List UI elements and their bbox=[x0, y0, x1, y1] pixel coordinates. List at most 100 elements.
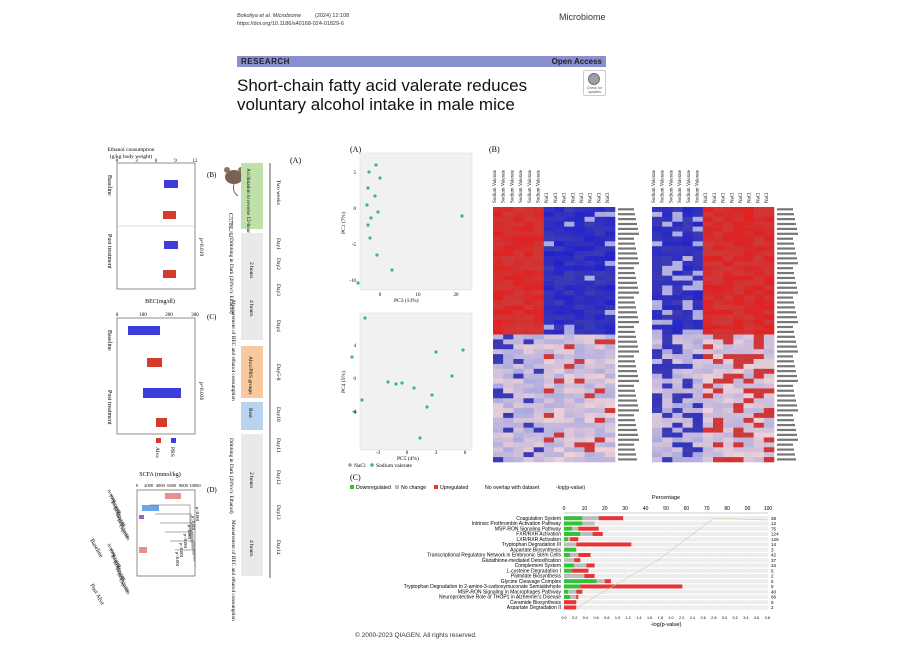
heatmap-cell bbox=[723, 295, 734, 301]
heatmap-cell bbox=[503, 309, 514, 316]
heatmap-cell bbox=[763, 207, 775, 213]
heatmap-cell bbox=[702, 295, 714, 301]
heatmap-cell bbox=[554, 329, 565, 335]
heatmap-cell bbox=[723, 339, 734, 345]
heatmap-cell bbox=[763, 359, 775, 365]
heatmap-cell bbox=[753, 241, 765, 247]
heatmap-cell bbox=[692, 329, 704, 335]
bar-nochange bbox=[564, 558, 575, 563]
heatmap-cell bbox=[733, 393, 744, 399]
heatmap-cell bbox=[584, 280, 595, 286]
logp-tick: 1.2 bbox=[626, 616, 631, 620]
heatmap-cell bbox=[682, 285, 693, 291]
heatmap-cell bbox=[564, 457, 575, 463]
heatmap-cell bbox=[733, 226, 744, 232]
heatmap-cell bbox=[652, 378, 663, 384]
heatmap-cell bbox=[682, 246, 693, 252]
heatmap-row-label bbox=[777, 389, 794, 392]
heatmap-cell bbox=[523, 305, 534, 311]
heatmap-cell bbox=[662, 309, 673, 316]
heatmap-cell bbox=[713, 417, 724, 424]
heatmap-cell bbox=[763, 285, 775, 291]
heatmap-cell bbox=[733, 260, 744, 267]
heatmap-cell bbox=[743, 359, 754, 365]
heatmap-cell bbox=[604, 427, 616, 433]
header-doi[interactable]: https://doi.org/10.1186/s40168-024-01829… bbox=[237, 21, 344, 27]
mouse-icon bbox=[224, 167, 244, 197]
heatmap-cell bbox=[604, 403, 616, 409]
pathway-track bbox=[564, 605, 768, 610]
heatmap-row-label bbox=[618, 370, 637, 373]
heatmap-cell bbox=[574, 408, 585, 414]
d-group-baseline: Baseline bbox=[88, 538, 104, 559]
groups-text: Alva/PBS groups bbox=[247, 356, 253, 394]
heatmap-cell bbox=[584, 447, 595, 453]
heatmap-cell bbox=[604, 290, 616, 296]
heatmap-cell bbox=[513, 241, 524, 247]
bar-upregulated bbox=[564, 600, 577, 605]
heatmap-cell bbox=[493, 290, 504, 296]
b-box-post-alva bbox=[163, 270, 176, 278]
pathway-count: 37 bbox=[771, 558, 777, 563]
pathway-name: Tryptophan Degradation III bbox=[502, 542, 561, 548]
heatmap-cell bbox=[743, 432, 754, 438]
heatmap-row-label bbox=[618, 242, 635, 245]
heatmap-row-label bbox=[777, 306, 795, 309]
heatmap-cell bbox=[564, 368, 575, 375]
heatmap-cell bbox=[763, 256, 775, 262]
heatmap-cell bbox=[513, 324, 524, 330]
heatmap-row-label bbox=[777, 242, 794, 245]
heatmap-panel-label: (B) bbox=[489, 145, 500, 154]
heatmap-cell bbox=[702, 388, 714, 394]
heatmap-cell bbox=[594, 408, 606, 414]
heatmap-cell bbox=[503, 260, 514, 267]
heatmap-cell bbox=[513, 246, 524, 252]
heatmap-cell bbox=[662, 403, 673, 409]
heatmap-cell bbox=[702, 403, 714, 409]
heatmap-cell bbox=[533, 319, 545, 325]
heatmap-cell bbox=[533, 226, 545, 232]
legend-logp: -log(p-value) bbox=[556, 485, 585, 491]
heatmap-cell bbox=[753, 398, 765, 404]
pca-top-xtick: 20 bbox=[454, 293, 460, 298]
heatmap-right-row-labels bbox=[777, 208, 798, 461]
pathway-name: Complement System bbox=[515, 563, 561, 569]
heatmap-cell bbox=[574, 324, 585, 330]
heatmap-cell bbox=[713, 241, 724, 247]
heatmap-cell bbox=[554, 412, 565, 419]
heatmap-cell bbox=[543, 408, 555, 414]
heatmap-cell bbox=[523, 408, 534, 414]
heatmap-cell bbox=[564, 285, 575, 291]
heatmap-cell bbox=[574, 359, 585, 365]
heatmap-row-label bbox=[777, 296, 793, 299]
heatmap-cell bbox=[672, 236, 683, 242]
heatmap-cell bbox=[662, 256, 673, 262]
heatmap-cell bbox=[523, 393, 534, 399]
heatmap-cell bbox=[672, 393, 683, 399]
heatmap-cell bbox=[763, 319, 775, 325]
heatmap-cell bbox=[594, 314, 606, 321]
heatmap-cell bbox=[652, 295, 663, 301]
heatmap-cell bbox=[574, 319, 585, 325]
mouse-strain-label: C57BL/6J bbox=[227, 213, 233, 238]
check-for-updates-button[interactable]: Check for updates bbox=[583, 70, 606, 96]
heatmap-cell bbox=[584, 260, 595, 267]
heatmap-cell bbox=[743, 260, 754, 267]
heatmap-cell bbox=[523, 398, 534, 404]
heatmap-cell bbox=[743, 280, 754, 286]
heatmap-row-label bbox=[777, 208, 793, 211]
heatmap-cell bbox=[713, 432, 724, 438]
pathway-track bbox=[564, 594, 768, 599]
heatmap-cell bbox=[672, 226, 683, 232]
heatmap-cell bbox=[493, 373, 504, 379]
heatmap-cell bbox=[594, 412, 606, 419]
heatmap-cell bbox=[682, 231, 693, 237]
heatmap-cell bbox=[554, 388, 565, 394]
heatmap-cell bbox=[594, 339, 606, 345]
bar-upregulated bbox=[592, 531, 603, 536]
heatmap-cell bbox=[743, 216, 754, 223]
heatmap-cell bbox=[503, 236, 514, 242]
heatmap-cell bbox=[604, 295, 616, 301]
d-axis-ticks: 0 2000 4000 6000 8000 10000 bbox=[136, 483, 202, 488]
heatmap-cell bbox=[692, 368, 704, 375]
